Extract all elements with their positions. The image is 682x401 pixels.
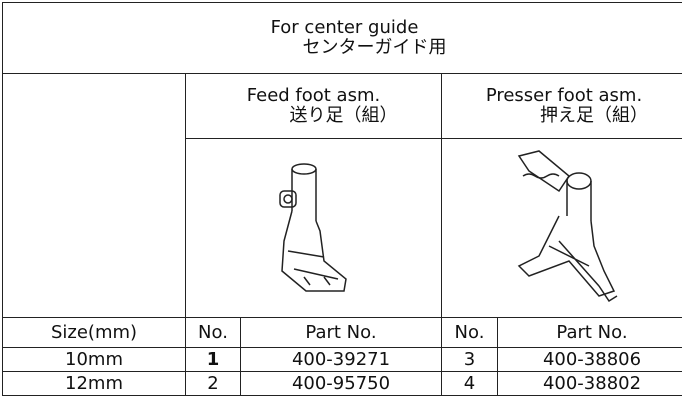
image-cell (441, 138, 682, 318)
column-header: Part No. (240, 317, 442, 348)
cell: 400-95750 (240, 371, 442, 396)
feed-foot-drawing (278, 162, 347, 292)
column-row: Size(mm) No. Part No. No. Part No. (2, 317, 682, 348)
parts-table: For center guide センターガイド用 Feed foot asm.… (2, 2, 682, 396)
cell: 3 (441, 347, 498, 372)
cell: 4 (441, 371, 498, 396)
group-title-ja: 送り足（組） (289, 105, 398, 126)
presser-foot-drawing (517, 149, 618, 302)
title-ja: センターガイド用 (302, 37, 447, 58)
data-row: 10mm 1 400-39271 3 400-38806 (2, 347, 682, 372)
group-title: Presser foot asm. (485, 85, 643, 106)
group-title: Feed foot asm. (246, 85, 381, 106)
cell: 12mm (2, 371, 186, 396)
group-cell: Presser foot asm. 押え足（組） (441, 73, 682, 139)
column-header: Part No. (497, 317, 682, 348)
title-cell: For center guide センターガイド用 (2, 2, 682, 74)
data-row: 12mm 2 400-95750 4 400-38802 (2, 371, 682, 396)
cell: 10mm (2, 347, 186, 372)
image-cell (185, 138, 442, 318)
group-row: Feed foot asm. 送り足（組） Presser foot asm. … (2, 73, 682, 318)
cell: 1 (185, 347, 241, 372)
group-cell: Feed foot asm. 送り足（組） (185, 73, 442, 139)
column-header: Size(mm) (2, 317, 186, 348)
cell: 2 (185, 371, 241, 396)
image-row (3, 138, 682, 318)
group-title-ja: 押え足（組） (540, 105, 648, 126)
empty-cell (2, 73, 186, 318)
title-row: For center guide センターガイド用 (2, 2, 682, 74)
column-header: No. (441, 317, 498, 348)
title: For center guide (270, 17, 419, 38)
column-header: No. (185, 317, 241, 348)
cell: 400-39271 (240, 347, 442, 372)
cell: 400-38802 (497, 371, 682, 396)
cell: 400-38806 (497, 347, 682, 372)
